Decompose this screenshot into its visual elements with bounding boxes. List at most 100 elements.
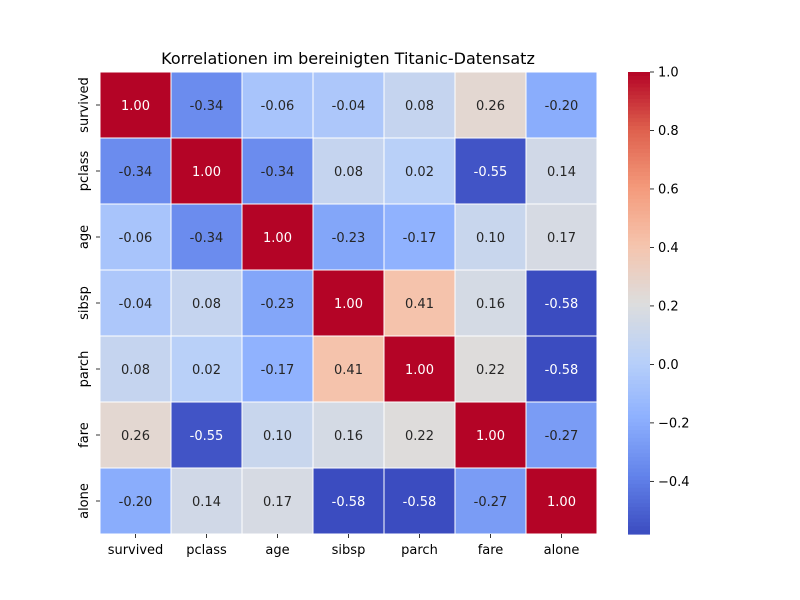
colorbar-tick-label: −0.4: [658, 475, 690, 490]
cell-value-label: 0.08: [405, 99, 434, 114]
cell-value-label: 0.22: [405, 429, 434, 444]
x-tick-label: fare: [478, 543, 504, 558]
colorbar-segment: [628, 252, 650, 258]
colorbar-segment: [628, 156, 650, 162]
colorbar-tick-label: 0.4: [658, 241, 679, 256]
colorbar-segment: [628, 437, 650, 443]
cell-value-label: 1.00: [263, 231, 292, 246]
x-tick-label: survived: [108, 543, 164, 558]
colorbar-segment: [628, 387, 650, 393]
colorbar-segment: [628, 91, 650, 96]
cell-value-label: -0.23: [332, 231, 366, 246]
colorbar-segment: [628, 125, 650, 131]
cell-value-label: -0.20: [545, 99, 579, 114]
heatmap-cell: [454, 401, 527, 469]
colorbar-segment: [628, 210, 650, 216]
colorbar-segment: [628, 268, 650, 273]
colorbar-segment: [628, 133, 650, 139]
heatmap-cell: [525, 335, 598, 403]
cell-value-label: -0.34: [261, 165, 295, 180]
colorbar-segment: [628, 406, 650, 412]
cell-value-label: 0.17: [263, 495, 292, 510]
colorbar-segment: [628, 526, 650, 531]
colorbar-segment: [628, 226, 650, 231]
colorbar-segment: [628, 337, 650, 343]
cell-value-label: -0.58: [545, 297, 579, 312]
cell-value-label: -0.27: [545, 429, 579, 444]
heatmap-cell: [99, 335, 172, 403]
x-tick-label: age: [265, 543, 289, 558]
colorbar-segment: [628, 98, 650, 104]
cell-value-label: 1.00: [476, 429, 505, 444]
colorbar-segment: [628, 530, 650, 535]
heatmap-cell: [525, 401, 598, 469]
cell-value-label: -0.58: [545, 363, 579, 378]
colorbar-segment: [628, 245, 650, 250]
cell-value-label: -0.04: [119, 297, 153, 312]
cell-value-label: 0.41: [405, 297, 434, 312]
colorbar-segment: [628, 237, 650, 242]
heatmap-cell: [241, 137, 314, 205]
heatmap-cell: [454, 467, 527, 535]
heatmap-cell: [99, 269, 172, 337]
colorbar-segment: [628, 410, 650, 416]
colorbar-segment: [628, 468, 650, 473]
cell-value-label: 0.08: [334, 165, 363, 180]
colorbar-segment: [628, 222, 650, 227]
colorbar-segment: [628, 360, 650, 366]
colorbar-segment: [628, 414, 650, 420]
cell-value-label: -0.06: [261, 99, 295, 114]
cell-value-label: 0.14: [192, 495, 221, 510]
y-tick-label: fare: [77, 422, 92, 448]
cell-value-label: 0.14: [547, 165, 576, 180]
cell-value-label: -0.34: [119, 165, 153, 180]
heatmap-cell: [383, 203, 456, 271]
y-tick-label: pclass: [77, 151, 92, 192]
colorbar-segment: [628, 460, 650, 466]
cell-value-label: 0.41: [334, 363, 363, 378]
colorbar-segment: [628, 272, 650, 277]
colorbar-segment: [628, 195, 650, 200]
heatmap-cells: [99, 71, 598, 535]
colorbar-segment: [628, 383, 650, 389]
colorbar-segment: [628, 353, 650, 358]
colorbar-segment: [628, 137, 650, 142]
colorbar-segment: [628, 372, 650, 377]
colorbar-segment: [628, 491, 650, 497]
colorbar-segment: [628, 145, 650, 150]
heatmap-cell: [99, 467, 172, 535]
colorbar-segment: [628, 391, 650, 396]
heatmap-cell: [170, 269, 243, 337]
colorbar-segment: [628, 487, 650, 493]
cell-value-label: -0.04: [332, 99, 366, 114]
colorbar-segment: [628, 179, 650, 185]
colorbar-segment: [628, 453, 650, 458]
colorbar-segment: [628, 433, 650, 439]
colorbar-segment: [628, 476, 650, 481]
colorbar-segment: [628, 464, 650, 470]
colorbar-segment: [628, 202, 650, 208]
colorbar: 1.0 0.8 0.6 0.4 0.2 0.0 −0.2 −0.4: [628, 66, 690, 535]
colorbar-segment: [628, 449, 650, 454]
cell-value-label: -0.17: [403, 231, 437, 246]
cell-value-label: 0.16: [476, 297, 505, 312]
cell-value-label: 1.00: [405, 363, 434, 378]
colorbar-segment: [628, 168, 650, 173]
colorbar-segment: [628, 187, 650, 192]
heatmap-cell: [525, 467, 598, 535]
colorbar-segment: [628, 206, 650, 212]
colorbar-segment: [628, 507, 650, 512]
colorbar-segment: [628, 160, 650, 165]
heatmap-cell: [99, 71, 172, 139]
heatmap-cell: [383, 269, 456, 337]
colorbar-segment: [628, 172, 650, 177]
cell-value-label: 0.22: [476, 363, 505, 378]
cell-value-label: 1.00: [547, 495, 576, 510]
colorbar-segment: [628, 395, 650, 400]
colorbar-segment: [628, 422, 650, 427]
colorbar-tick-label: 0.8: [658, 124, 679, 139]
cell-value-label: 1.00: [121, 99, 150, 114]
cell-value-label: -0.58: [403, 495, 437, 510]
colorbar-segment: [628, 110, 650, 115]
colorbar-segment: [628, 522, 650, 527]
